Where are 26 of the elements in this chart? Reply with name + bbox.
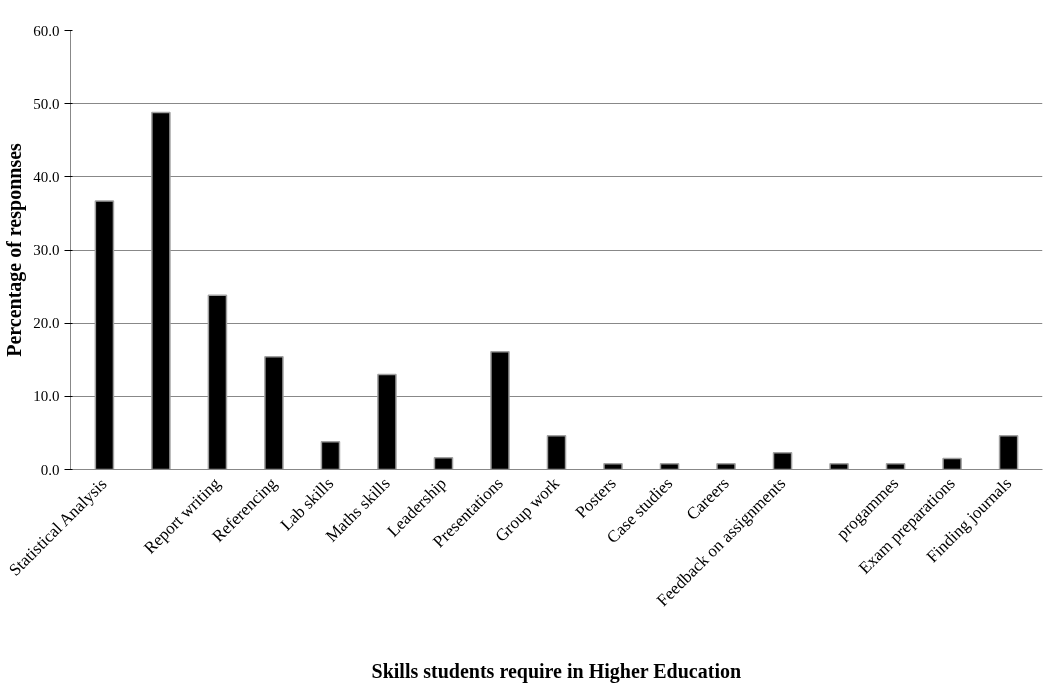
y-tick-label: 20.0 (33, 315, 60, 332)
bar (207, 294, 228, 470)
bar (942, 457, 962, 470)
bar (603, 462, 623, 470)
x-axis-title: Skills students require in Higher Education (371, 659, 742, 683)
bar (716, 462, 736, 470)
y-tick-label: 10.0 (33, 388, 60, 405)
bar (151, 111, 171, 470)
y-tick-label: 60.0 (33, 22, 60, 39)
bar (829, 462, 849, 470)
bar (94, 200, 115, 470)
bar (659, 462, 680, 470)
bar (490, 350, 510, 470)
y-axis-title: Percentage of responnses (3, 142, 27, 357)
bar (546, 435, 567, 470)
bar (377, 373, 397, 470)
bar (998, 435, 1019, 470)
bar (885, 462, 906, 470)
y-tick-label: 50.0 (33, 95, 60, 112)
bar (320, 440, 341, 470)
y-tick-label: 0.0 (40, 461, 60, 478)
bar (772, 451, 793, 470)
y-tick-label: 40.0 (33, 168, 60, 185)
bar (264, 356, 284, 470)
bar (433, 457, 454, 470)
y-tick-label: 30.0 (33, 242, 60, 258)
